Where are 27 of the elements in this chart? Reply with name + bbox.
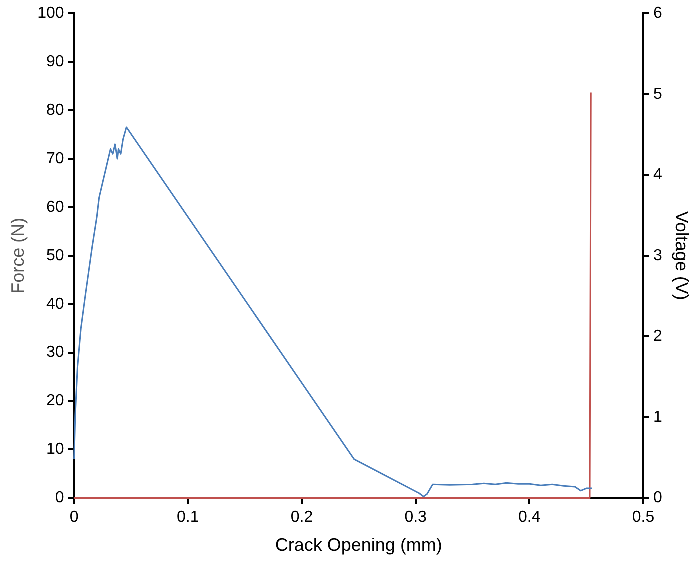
y-tick-label: 20 [46, 392, 64, 410]
y2-axis-title: Voltage (V) [672, 211, 692, 300]
y-tick-label: 100 [38, 5, 64, 22]
x-axis-title: Crack Opening (mm) [275, 535, 442, 556]
x-tick-label: 0.5 [632, 509, 655, 526]
x-tick-label: 0.2 [290, 509, 314, 526]
y-tick-label: 70 [46, 150, 64, 168]
y2-tick-label: 6 [654, 5, 662, 22]
y-tick-label: 30 [46, 344, 64, 362]
y-tick-label: 90 [46, 53, 64, 70]
x-tick-label: 0 [70, 509, 79, 526]
y-axis-title: Force (N) [8, 218, 28, 294]
y-tick-label: 50 [46, 247, 64, 264]
y-tick-label: 80 [46, 102, 64, 119]
y2-tick-label: 1 [654, 408, 662, 426]
y2-tick-label: 3 [654, 247, 662, 264]
y-tick-label: 60 [46, 198, 64, 216]
y-tick-label: 0 [55, 490, 64, 507]
y2-tick-label: 0 [654, 490, 662, 507]
x-tick-label: 0.3 [404, 509, 428, 526]
x-tick-label: 0.4 [518, 509, 541, 526]
x-tick-label: 0.1 [177, 509, 200, 526]
y2-tick-label: 4 [654, 166, 662, 184]
y2-tick-label: 5 [654, 86, 662, 103]
y-tick-label: 10 [46, 441, 64, 458]
y-tick-label: 40 [46, 296, 64, 313]
y2-tick-label: 2 [654, 328, 662, 346]
